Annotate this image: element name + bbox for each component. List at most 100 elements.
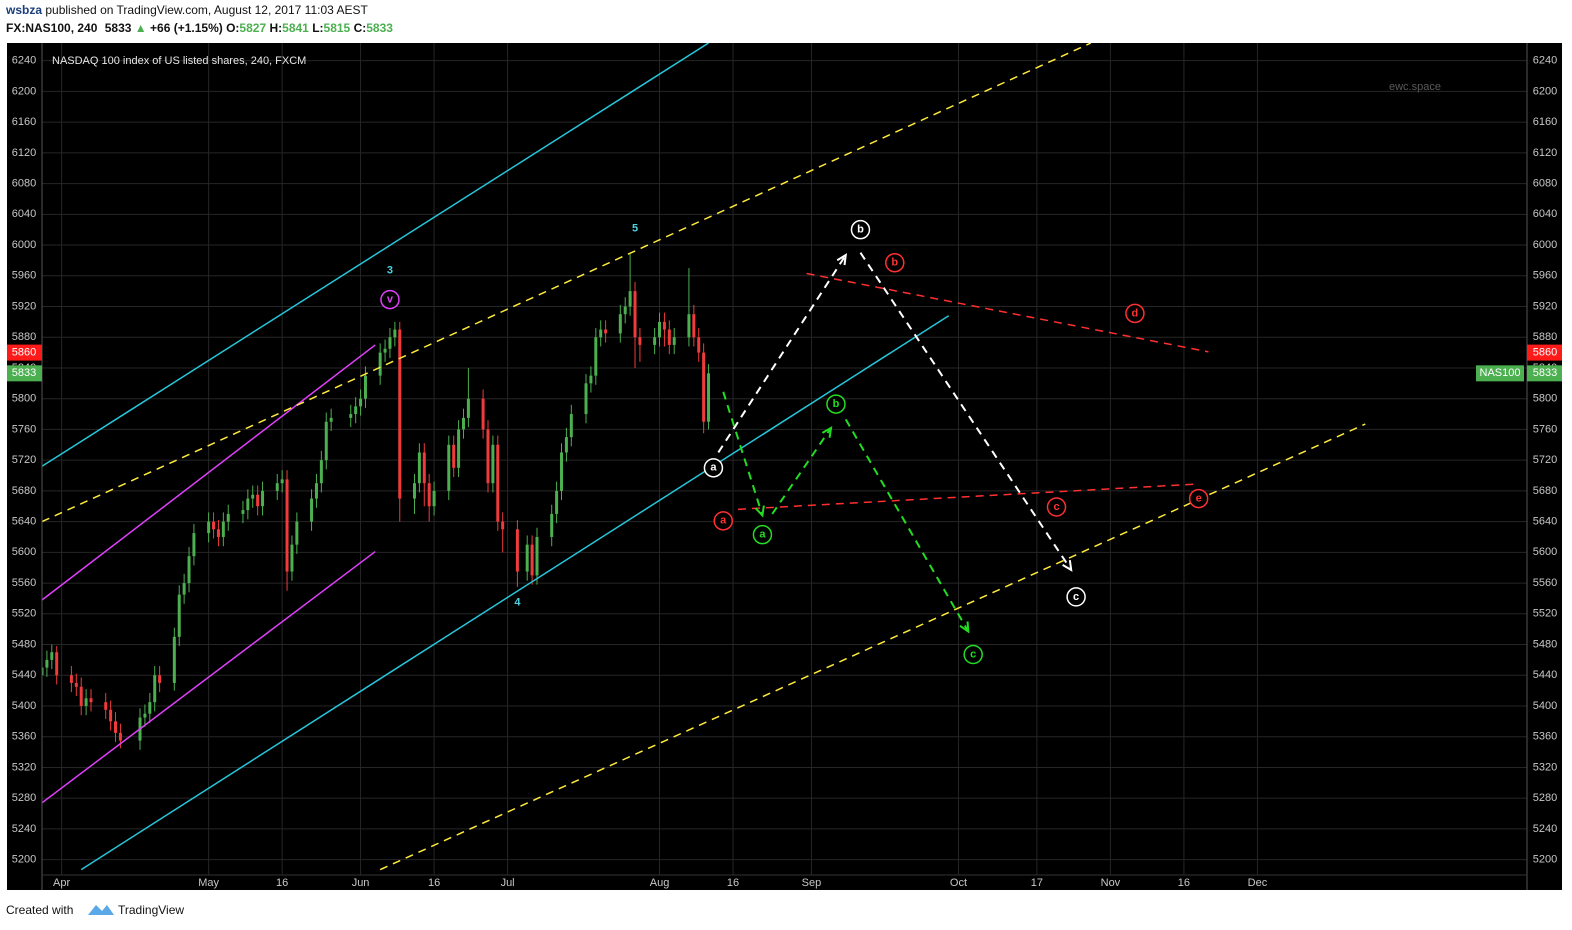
y-tick-label: 6160 bbox=[12, 116, 36, 128]
candle-body bbox=[241, 510, 245, 514]
wave-label: a bbox=[720, 515, 727, 527]
wave-circle bbox=[1188, 488, 1209, 509]
candle-body bbox=[417, 452, 421, 484]
y-tick-label-right: 5800 bbox=[1533, 393, 1557, 405]
arrow bbox=[771, 427, 832, 515]
y-tick-label-right: 5520 bbox=[1533, 608, 1557, 620]
y-tick-label-right: 5440 bbox=[1533, 669, 1557, 681]
candle-body bbox=[697, 337, 701, 353]
trend-line bbox=[737, 483, 1199, 511]
wave-label: a bbox=[759, 529, 766, 541]
candle-body bbox=[89, 698, 93, 703]
candle-body bbox=[501, 521, 505, 530]
y-tick-label-right: 5320 bbox=[1533, 761, 1557, 773]
wave-label: v bbox=[387, 293, 394, 305]
candle-body bbox=[79, 686, 83, 706]
plot: 3 5 4 v a b c a b c d e a b c bbox=[42, 43, 1366, 871]
candle-body bbox=[422, 452, 426, 484]
x-tick-label: Sep bbox=[802, 877, 822, 889]
candle-body bbox=[177, 594, 181, 637]
y-tick-label-right: 6240 bbox=[1533, 55, 1557, 67]
wave-label: e bbox=[1196, 492, 1202, 504]
header: wsbza published on TradingView.com, Augu… bbox=[5, 3, 368, 17]
candle-body bbox=[672, 337, 676, 345]
candle-body bbox=[226, 513, 230, 522]
candle-body bbox=[633, 291, 637, 338]
y-tick-label: 5240 bbox=[12, 823, 36, 835]
y-tick-label: 5200 bbox=[12, 854, 36, 866]
low-value: 5815 bbox=[324, 21, 351, 35]
footer-created: Created with bbox=[6, 903, 73, 917]
y-tick-label: 6240 bbox=[12, 55, 36, 67]
x-tick-label: Dec bbox=[1248, 877, 1268, 889]
candle-body bbox=[84, 698, 88, 706]
candle-body bbox=[584, 383, 588, 415]
candle-body bbox=[246, 498, 250, 511]
y-tick-label-right: 6120 bbox=[1533, 147, 1557, 159]
open-label: O: bbox=[226, 21, 239, 35]
y-tick-label-right: 5560 bbox=[1533, 577, 1557, 589]
candle-body bbox=[207, 521, 211, 534]
price: 5833 bbox=[105, 21, 132, 35]
candle-body bbox=[491, 444, 495, 484]
wave-circle bbox=[1066, 587, 1086, 607]
y-tick-label-right: 6160 bbox=[1533, 116, 1557, 128]
y-tick-label: 5320 bbox=[12, 761, 36, 773]
x-tick-label: May bbox=[198, 877, 219, 889]
candle-body bbox=[158, 675, 162, 683]
candle-body bbox=[290, 544, 294, 572]
y-tick-label: 5920 bbox=[12, 300, 36, 312]
candle-body bbox=[363, 375, 367, 399]
footer-brand[interactable]: TradingView bbox=[118, 903, 184, 917]
price-badge-label: 5860 bbox=[1533, 347, 1557, 359]
candle-body bbox=[515, 529, 519, 572]
candle-body bbox=[69, 675, 73, 683]
candle-body bbox=[378, 352, 382, 376]
trend-line bbox=[806, 272, 1209, 353]
wave-label: 5 bbox=[632, 222, 638, 234]
wave-circle bbox=[752, 524, 773, 545]
y-tick-label-right: 5360 bbox=[1533, 731, 1557, 743]
wave-label: d bbox=[1132, 307, 1139, 319]
logo[interactable] bbox=[88, 905, 114, 915]
candle-body bbox=[623, 306, 627, 315]
candle-body bbox=[261, 490, 265, 507]
y-tick-label: 5800 bbox=[12, 393, 36, 405]
candle-body bbox=[481, 398, 485, 430]
candle-body bbox=[251, 494, 255, 499]
author[interactable]: wsbza bbox=[5, 3, 42, 17]
candle-body bbox=[104, 702, 108, 710]
candle-body bbox=[412, 483, 416, 499]
candle-body bbox=[143, 713, 147, 718]
grid bbox=[42, 43, 1527, 875]
arrow: ▲ bbox=[135, 21, 147, 35]
candle-body bbox=[314, 483, 318, 499]
candle-body bbox=[604, 329, 608, 334]
wave-label: 3 bbox=[387, 265, 393, 277]
candle-body bbox=[496, 444, 500, 522]
y-tick-label: 5960 bbox=[12, 270, 36, 282]
candle-body bbox=[383, 348, 387, 353]
candle-body bbox=[662, 321, 666, 330]
candle-body bbox=[221, 521, 225, 537]
candle-body bbox=[564, 437, 568, 453]
y-tick-label: 6120 bbox=[12, 147, 36, 159]
wave-label: c bbox=[970, 648, 976, 660]
x-tick-label: 16 bbox=[1178, 877, 1190, 889]
arrow-head bbox=[959, 621, 970, 634]
open-value: 5827 bbox=[239, 21, 266, 35]
candle-body bbox=[329, 417, 333, 422]
watermark: ewc.space bbox=[1389, 81, 1441, 93]
candle-body bbox=[530, 544, 534, 576]
x-tick-label: 16 bbox=[428, 877, 440, 889]
candle-body bbox=[324, 421, 328, 461]
y-tick-label: 5760 bbox=[12, 423, 36, 435]
candle-body bbox=[182, 583, 186, 595]
y-tick-label: 6040 bbox=[12, 208, 36, 220]
y-tick-label-right: 5920 bbox=[1533, 300, 1557, 312]
price-badge bbox=[7, 365, 42, 382]
wave-circle bbox=[380, 289, 400, 310]
y-tick-label-right: 5240 bbox=[1533, 823, 1557, 835]
candle-body bbox=[216, 529, 220, 537]
